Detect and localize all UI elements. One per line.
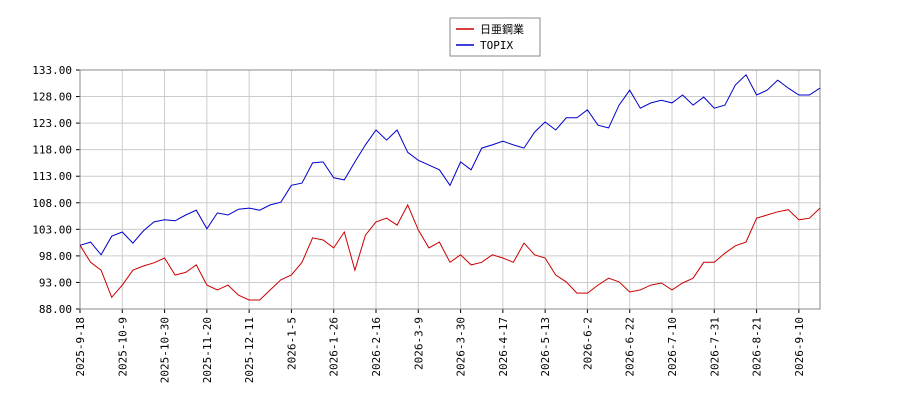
x-tick-label: 2026-1-26 xyxy=(328,317,341,377)
y-tick-label: 123.00 xyxy=(32,117,72,130)
x-tick-label: 2026-7-10 xyxy=(666,317,679,377)
legend: 日亜鋼業 TOPIX xyxy=(449,17,541,57)
y-tick-label: 98.00 xyxy=(39,250,72,263)
x-tick-label: 2026-3-9 xyxy=(412,317,425,370)
legend-label: 日亜鋼業 xyxy=(480,22,524,36)
x-tick-label: 2026-6-2 xyxy=(581,317,594,370)
x-tick-label: 2026-3-30 xyxy=(455,317,468,377)
x-tick-label: 2025-11-20 xyxy=(201,317,214,383)
x-tick-label: 2026-4-17 xyxy=(497,317,510,377)
x-tick-label: 2026-8-21 xyxy=(751,317,764,377)
x-tick-label: 2026-5-13 xyxy=(539,317,552,377)
x-tick-label: 2026-9-10 xyxy=(793,317,806,377)
series-line xyxy=(79,73,821,256)
legend-label: TOPIX xyxy=(480,39,513,52)
x-tick-label: 2025-10-30 xyxy=(159,317,172,383)
plot-border xyxy=(79,69,821,310)
x-tick-label: 2025-9-18 xyxy=(74,317,87,377)
y-tick-label: 133.00 xyxy=(32,64,72,77)
series-line xyxy=(79,203,821,301)
y-tick-label: 113.00 xyxy=(32,170,72,183)
y-tick-label: 128.00 xyxy=(32,91,72,104)
x-tick-label: 2026-2-16 xyxy=(370,317,383,377)
y-tick-label: 93.00 xyxy=(39,276,72,289)
x-tick-label: 2026-1-5 xyxy=(285,317,298,370)
y-tick-label: 108.00 xyxy=(32,197,72,210)
x-tick-label: 2026-7-31 xyxy=(708,317,721,377)
y-tick-label: 103.00 xyxy=(32,223,72,236)
y-tick-label: 88.00 xyxy=(39,303,72,316)
x-tick-label: 2025-10-9 xyxy=(116,317,129,377)
x-tick-label: 2026-6-22 xyxy=(624,317,637,377)
legend-box xyxy=(449,17,541,57)
y-tick-label: 118.00 xyxy=(32,144,72,157)
x-tick-label: 2025-12-11 xyxy=(243,317,256,383)
